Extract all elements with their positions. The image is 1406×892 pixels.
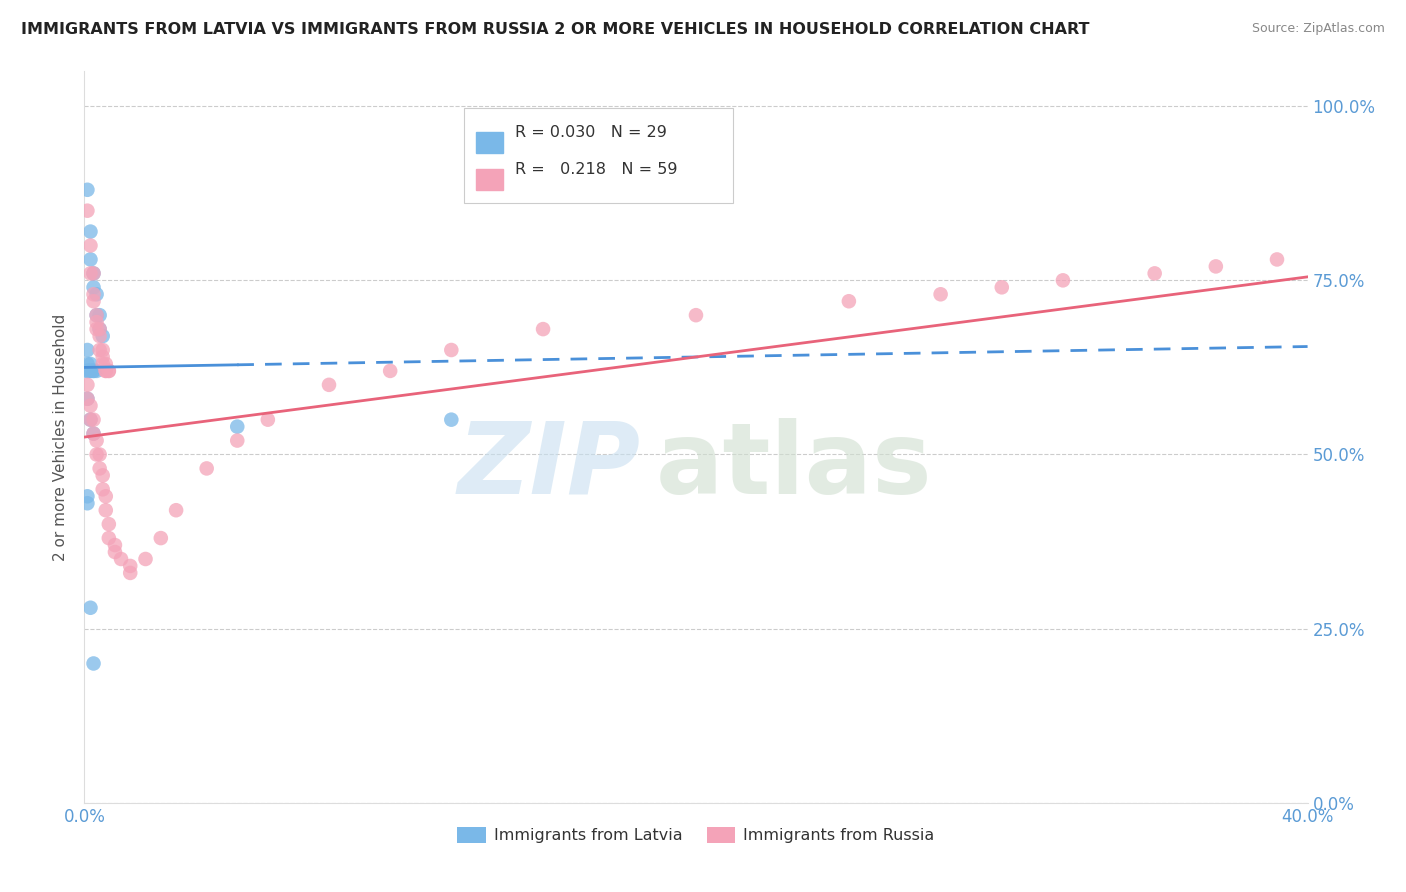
Point bbox=[685, 308, 707, 322]
Point bbox=[380, 364, 402, 378]
Point bbox=[83, 266, 105, 280]
Point bbox=[226, 419, 249, 434]
Point bbox=[120, 566, 142, 580]
Point bbox=[97, 364, 120, 378]
Point bbox=[94, 489, 117, 503]
Point bbox=[76, 392, 98, 406]
Point bbox=[86, 364, 108, 378]
Text: IMMIGRANTS FROM LATVIA VS IMMIGRANTS FROM RUSSIA 2 OR MORE VEHICLES IN HOUSEHOLD: IMMIGRANTS FROM LATVIA VS IMMIGRANTS FRO… bbox=[21, 22, 1090, 37]
Text: atlas: atlas bbox=[655, 417, 932, 515]
Point bbox=[440, 412, 463, 426]
Point bbox=[76, 183, 98, 197]
Point bbox=[76, 364, 98, 378]
Point bbox=[110, 552, 132, 566]
Point bbox=[165, 503, 187, 517]
Point bbox=[91, 483, 114, 497]
Point bbox=[94, 503, 117, 517]
Point bbox=[83, 426, 105, 441]
Point bbox=[89, 308, 111, 322]
Point bbox=[79, 238, 101, 252]
FancyBboxPatch shape bbox=[464, 108, 733, 203]
Point bbox=[79, 266, 101, 280]
Point bbox=[86, 308, 108, 322]
Point bbox=[83, 364, 105, 378]
Point bbox=[531, 322, 554, 336]
Point bbox=[76, 343, 98, 357]
Point bbox=[120, 558, 142, 573]
Point bbox=[91, 468, 114, 483]
Point bbox=[76, 392, 98, 406]
Point bbox=[86, 308, 108, 322]
Point bbox=[195, 461, 218, 475]
Point bbox=[318, 377, 340, 392]
Bar bbox=[475, 169, 503, 190]
Point bbox=[83, 266, 105, 280]
Point bbox=[94, 364, 117, 378]
Point bbox=[79, 364, 101, 378]
Point bbox=[76, 496, 98, 510]
Point bbox=[257, 412, 280, 426]
Point bbox=[76, 203, 98, 218]
Point bbox=[83, 657, 105, 671]
Text: ZIP: ZIP bbox=[458, 417, 641, 515]
Text: R = 0.030   N = 29: R = 0.030 N = 29 bbox=[515, 125, 666, 140]
Point bbox=[226, 434, 249, 448]
Point bbox=[838, 294, 860, 309]
Point bbox=[91, 350, 114, 364]
Point bbox=[440, 343, 463, 357]
Y-axis label: 2 or more Vehicles in Household: 2 or more Vehicles in Household bbox=[53, 313, 69, 561]
Point bbox=[86, 315, 108, 329]
Point bbox=[91, 357, 114, 371]
Point bbox=[1265, 252, 1288, 267]
Point bbox=[91, 329, 114, 343]
Point bbox=[79, 357, 101, 371]
Point bbox=[83, 287, 105, 301]
Point bbox=[97, 364, 120, 378]
Point bbox=[86, 322, 108, 336]
Point bbox=[76, 377, 98, 392]
Point bbox=[89, 322, 111, 336]
Legend: Immigrants from Latvia, Immigrants from Russia: Immigrants from Latvia, Immigrants from … bbox=[451, 821, 941, 850]
Point bbox=[79, 364, 101, 378]
Point bbox=[94, 357, 117, 371]
Point bbox=[76, 489, 98, 503]
Point bbox=[79, 412, 101, 426]
Point bbox=[929, 287, 952, 301]
Point bbox=[76, 357, 98, 371]
Point bbox=[89, 322, 111, 336]
Point bbox=[97, 531, 120, 545]
Point bbox=[135, 552, 157, 566]
Point bbox=[86, 287, 108, 301]
Point bbox=[89, 461, 111, 475]
Point bbox=[83, 294, 105, 309]
Point bbox=[86, 434, 108, 448]
Point bbox=[97, 517, 120, 532]
Point bbox=[89, 343, 111, 357]
Point bbox=[79, 252, 101, 267]
Point bbox=[91, 343, 114, 357]
Bar bbox=[475, 132, 503, 153]
Point bbox=[1052, 273, 1074, 287]
Point bbox=[94, 364, 117, 378]
Point bbox=[89, 448, 111, 462]
Point bbox=[1143, 266, 1166, 280]
Point bbox=[89, 329, 111, 343]
Point bbox=[104, 545, 127, 559]
Point bbox=[79, 600, 101, 615]
Point bbox=[83, 364, 105, 378]
Text: Source: ZipAtlas.com: Source: ZipAtlas.com bbox=[1251, 22, 1385, 36]
Text: R =   0.218   N = 59: R = 0.218 N = 59 bbox=[515, 161, 678, 177]
Point bbox=[104, 538, 127, 552]
Point bbox=[83, 280, 105, 294]
Point bbox=[79, 399, 101, 413]
Point bbox=[83, 412, 105, 426]
Point bbox=[991, 280, 1014, 294]
Point bbox=[79, 225, 101, 239]
Point bbox=[83, 426, 105, 441]
Point bbox=[86, 448, 108, 462]
Point bbox=[149, 531, 172, 545]
Point bbox=[1205, 260, 1227, 274]
Point bbox=[76, 364, 98, 378]
Point bbox=[79, 412, 101, 426]
